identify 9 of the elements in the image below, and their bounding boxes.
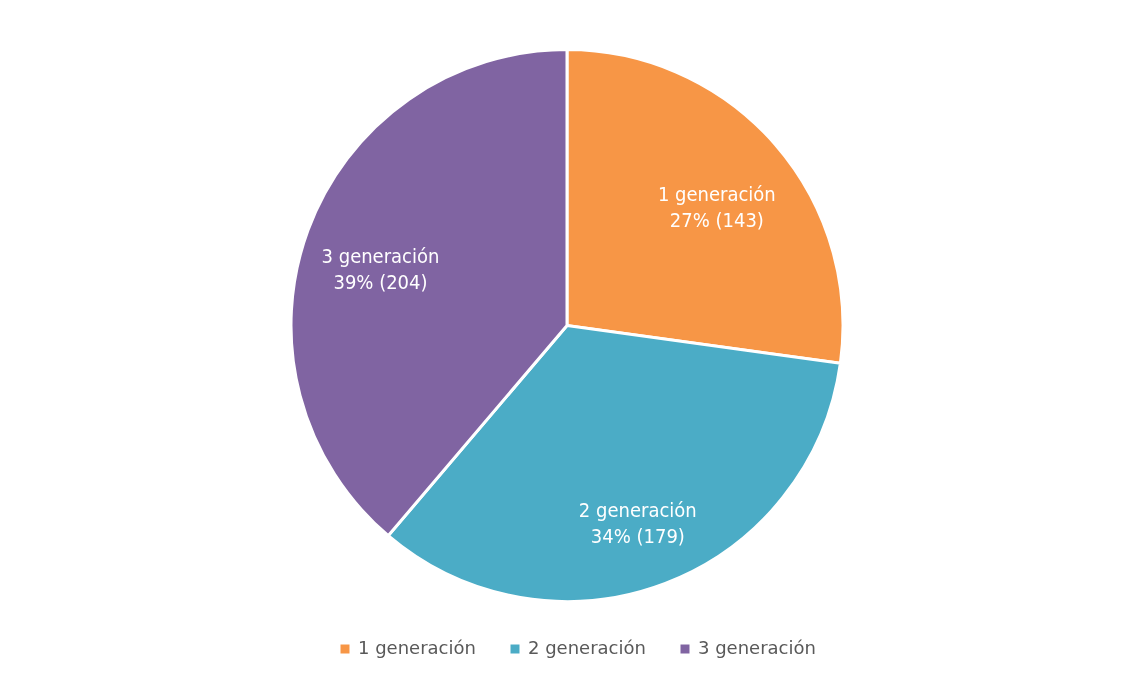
legend-label: 1 generación [358, 637, 476, 658]
data-label: 39% (204) [333, 269, 428, 294]
slice-label: 3 generación [321, 243, 440, 268]
slice-label: 1 generación [657, 181, 776, 206]
legend-label: 2 generación [528, 637, 646, 658]
legend-label: 3 generación [698, 637, 816, 658]
data-label: 34% (179) [590, 524, 685, 549]
data-label: 27% (143) [669, 207, 764, 232]
slice-label: 2 generación [578, 498, 697, 523]
